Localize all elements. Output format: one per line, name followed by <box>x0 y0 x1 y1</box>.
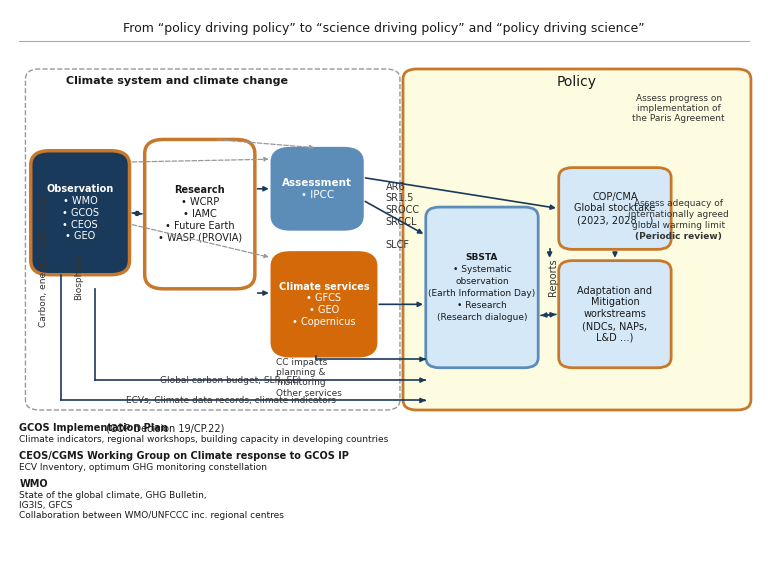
Text: Mitigation: Mitigation <box>591 297 639 307</box>
Text: AR6
SR1.5
SROCC
SRCCL

SLCF: AR6 SR1.5 SROCC SRCCL SLCF <box>386 182 419 250</box>
Text: State of the global climate, GHG Bulletin,: State of the global climate, GHG Bulleti… <box>19 491 207 500</box>
Text: (Periodic review): (Periodic review) <box>635 232 722 241</box>
Text: • CEOS: • CEOS <box>62 220 98 229</box>
FancyBboxPatch shape <box>425 207 538 368</box>
Text: ECVs, Climate data records, climate indicators: ECVs, Climate data records, climate indi… <box>126 396 336 406</box>
Text: Reports: Reports <box>548 259 558 296</box>
Text: Global stocktake: Global stocktake <box>574 204 656 213</box>
Text: COP/CMA: COP/CMA <box>592 192 637 202</box>
Text: Climate system and climate change: Climate system and climate change <box>67 77 289 86</box>
Text: Assess adequacy of: Assess adequacy of <box>634 200 723 208</box>
Text: • GEO: • GEO <box>65 232 95 241</box>
Text: WMO: WMO <box>19 479 48 490</box>
Text: CC impacts
planning &
monitoring
Other services: CC impacts planning & monitoring Other s… <box>276 358 342 398</box>
Text: • IAMC: • IAMC <box>183 209 217 219</box>
Text: global warming limit: global warming limit <box>632 221 725 230</box>
Text: GCOS Implementation Plan: GCOS Implementation Plan <box>19 423 168 433</box>
Text: internationally agreed: internationally agreed <box>628 210 729 219</box>
Text: Assessment: Assessment <box>282 178 353 188</box>
Text: Assess progress on
implementation of
the Paris Agreement: Assess progress on implementation of the… <box>632 94 725 124</box>
FancyBboxPatch shape <box>272 252 376 356</box>
Text: • Research: • Research <box>457 301 507 309</box>
FancyBboxPatch shape <box>144 140 255 289</box>
Text: Collaboration between WMO/UNFCCC inc. regional centres: Collaboration between WMO/UNFCCC inc. re… <box>19 511 284 521</box>
Text: L&D …): L&D …) <box>596 333 634 343</box>
Text: Carbon, energy, water cycles: Carbon, energy, water cycles <box>39 194 48 327</box>
Text: (COP Decision 19/CP.22): (COP Decision 19/CP.22) <box>104 423 225 433</box>
Text: Research: Research <box>174 185 225 196</box>
Text: • WMO: • WMO <box>63 196 98 206</box>
Text: Observation: Observation <box>47 184 114 194</box>
Text: • GFCS: • GFCS <box>306 293 342 303</box>
Text: • IPCC: • IPCC <box>300 190 334 200</box>
FancyBboxPatch shape <box>559 261 671 368</box>
Text: observation: observation <box>455 277 509 286</box>
Text: • WCRP: • WCRP <box>180 197 219 207</box>
Text: (Earth Information Day): (Earth Information Day) <box>429 289 535 298</box>
FancyBboxPatch shape <box>559 168 671 249</box>
Text: From “policy driving policy” to “science driving policy” and “policy driving sci: From “policy driving policy” to “science… <box>123 22 645 35</box>
Text: (NDCs, NAPs,: (NDCs, NAPs, <box>582 321 647 331</box>
Text: IG3IS, GFCS: IG3IS, GFCS <box>19 501 73 510</box>
Text: • Copernicus: • Copernicus <box>293 317 356 327</box>
Text: ECV Inventory, optimum GHG monitoring constellation: ECV Inventory, optimum GHG monitoring co… <box>19 463 267 472</box>
Text: (Research dialogue): (Research dialogue) <box>437 312 528 321</box>
Text: Climate services: Climate services <box>279 281 369 292</box>
Text: • GEO: • GEO <box>309 305 339 315</box>
FancyBboxPatch shape <box>31 150 130 275</box>
Text: Policy: Policy <box>557 75 597 89</box>
Text: Adaptation and: Adaptation and <box>578 285 653 296</box>
FancyBboxPatch shape <box>403 69 751 410</box>
Text: • Future Earth: • Future Earth <box>165 221 234 231</box>
Text: (2023, 2028 …): (2023, 2028 …) <box>577 215 653 225</box>
Text: workstreams: workstreams <box>584 309 647 319</box>
Text: • WASP (PROVIA): • WASP (PROVIA) <box>157 233 242 243</box>
Text: • GCOS: • GCOS <box>61 208 98 218</box>
Text: Biosphere: Biosphere <box>74 255 83 300</box>
Text: Global carbon budget, SLR, EEI: Global carbon budget, SLR, EEI <box>160 376 300 384</box>
Text: • Systematic: • Systematic <box>452 265 511 274</box>
Text: Climate indicators, regional workshops, building capacity in developing countrie: Climate indicators, regional workshops, … <box>19 435 389 444</box>
FancyBboxPatch shape <box>272 148 362 229</box>
Text: CEOS/CGMS Working Group on Climate response to GCOS IP: CEOS/CGMS Working Group on Climate respo… <box>19 451 349 461</box>
Text: SBSTA: SBSTA <box>466 253 498 263</box>
